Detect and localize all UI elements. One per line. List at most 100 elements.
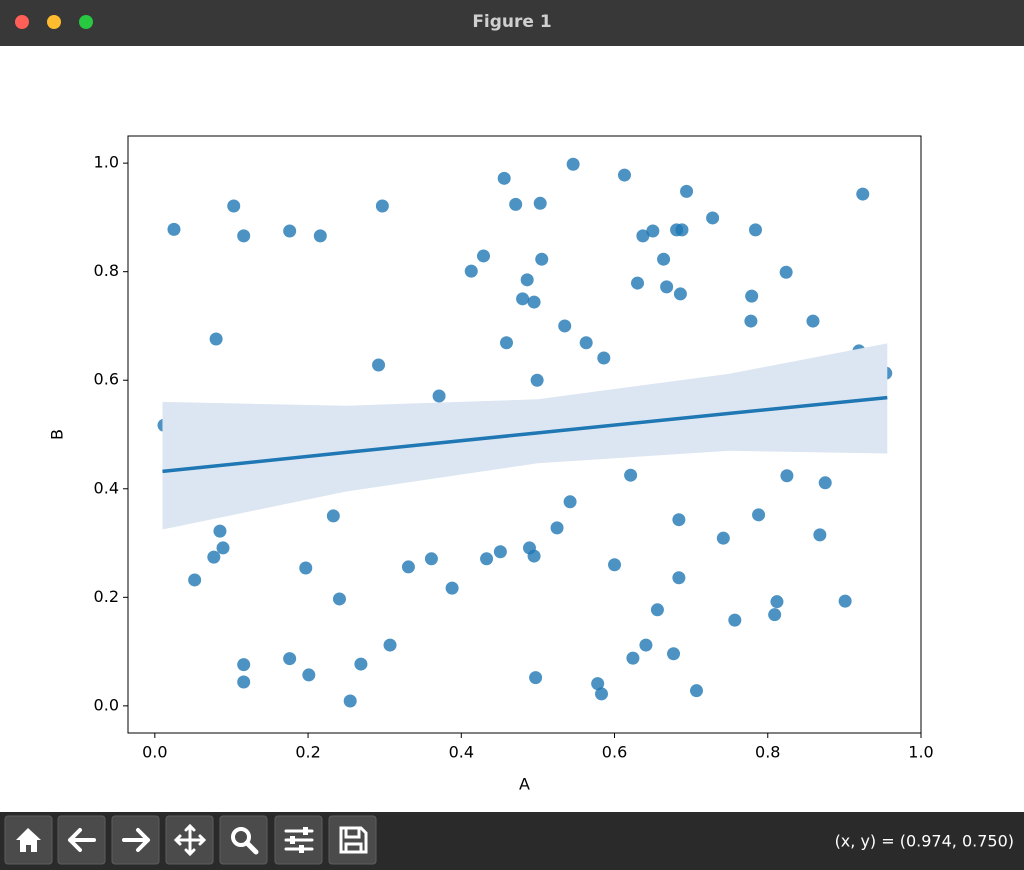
scatter-point [566,157,580,171]
scatter-point [624,468,638,482]
scatter-point [283,652,297,666]
forward-button[interactable] [111,815,160,865]
scatter-point [445,581,459,595]
scatter-point [383,638,397,652]
y-tick-label: 0.0 [94,695,119,714]
scatter-point [660,280,674,294]
scatter-point [227,199,241,213]
scatter-point [499,336,513,350]
scatter-point [608,558,622,572]
scatter-point [768,608,782,622]
scatter-point [646,224,660,238]
scatter-point [579,336,593,350]
scatter-point [529,671,543,685]
scatter-point [657,252,671,266]
axes-frame [127,135,922,734]
scatter-point [343,694,357,708]
scatter-point [558,319,572,333]
scatter-point [563,495,577,509]
scatter-point [813,528,827,542]
scatter-point [520,273,534,287]
scatter-point [516,292,530,306]
scatter-point [424,552,438,566]
scatter-point [626,651,640,665]
x-tick-label: 0.2 [295,743,320,762]
scatter-point [806,314,820,328]
scatter-point [283,224,297,238]
scatter-point [818,476,832,490]
scatter-point [477,249,491,263]
scatter-point [631,276,645,290]
scatter-point [650,603,664,617]
close-button[interactable] [15,15,29,29]
home-button[interactable] [4,815,53,865]
scatter-point [188,573,202,587]
minimize-button[interactable] [47,15,61,29]
scatter-point [464,264,478,278]
scatter-point [780,469,794,483]
scatter-point [745,289,759,303]
scatter-point [591,677,605,691]
scatter-point [716,531,730,545]
scatter-point [675,223,689,237]
scatter-point [530,373,544,387]
scatter-point [856,187,870,201]
scatter-point [509,197,523,211]
scatter-point [535,252,549,266]
back-button[interactable] [57,815,106,865]
scatter-point [744,314,758,328]
y-axis-label: B [48,429,67,440]
scatter-point [749,223,763,237]
scatter-point [597,351,611,365]
x-tick-label: 0.4 [449,743,474,762]
zoom-button[interactable] [79,15,93,29]
scatter-point [354,657,368,671]
y-tick-label: 0.2 [94,587,119,606]
scatter-point [617,168,631,182]
scatter-point [636,229,650,243]
scatter-point [209,332,223,346]
scatter-point [770,595,784,609]
scatter-point [237,229,251,243]
scatter-point [533,196,547,210]
scatter-point [313,229,327,243]
y-tick-label: 0.8 [94,261,119,280]
scatter-point [332,592,346,606]
y-tick-label: 0.6 [94,370,119,389]
scatter-point [639,638,653,652]
scatter-point [302,668,316,682]
x-tick-label: 1.0 [908,743,933,762]
y-tick-label: 0.4 [94,478,119,497]
scatter-point [690,684,704,698]
status-text: (x, y) = (0.974, 0.750) [835,832,1014,851]
scatter-point [672,513,686,527]
scatter-point [672,571,686,585]
scatter-point [207,550,221,564]
scatter-point [480,552,494,566]
plot: 0.0 0.2 0.4 0.6 0.8 1.0 0.0 0.2 0.4 0.6 0.8 1.0 A B [48,135,934,794]
scatter-point [216,541,230,555]
scatter-point [493,545,507,559]
x-tick-label: 0.0 [142,743,167,762]
y-tick-label: 1.0 [94,153,119,172]
scatter-point [401,560,415,574]
scatter-point [375,199,389,213]
scatter-point [838,594,852,608]
window-title: Figure 1 [472,12,551,32]
regression-line [162,395,888,474]
scatter-point [497,171,511,185]
save-button[interactable] [328,815,377,865]
pan-button[interactable] [165,815,214,865]
confidence-band [162,343,888,530]
scatter-point [595,687,609,701]
scatter-point [372,358,386,372]
zoom-tool-button[interactable] [219,815,268,865]
scatter-point [432,389,446,403]
scatter-point [779,265,793,279]
scatter-point [237,675,251,689]
scatter-point [527,549,541,563]
configure-button[interactable] [274,815,323,865]
scatter-point [213,524,227,538]
scatter-point [752,508,766,522]
